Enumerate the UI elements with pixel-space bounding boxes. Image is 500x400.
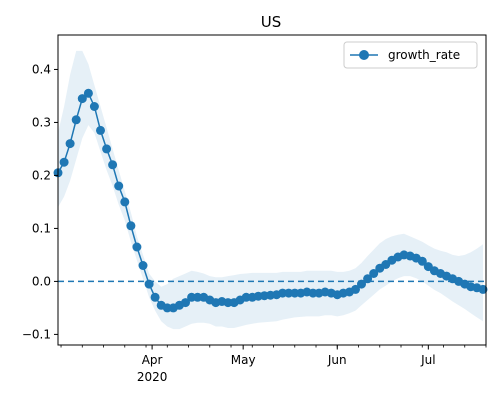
data-point <box>77 94 87 104</box>
data-point <box>363 274 373 284</box>
data-point <box>89 102 99 111</box>
confidence-band-layer <box>58 50 483 330</box>
data-point <box>138 261 148 270</box>
data-point <box>132 242 142 252</box>
data-point <box>144 279 154 289</box>
data-point <box>478 284 488 294</box>
data-point <box>181 298 190 308</box>
data-point <box>71 115 81 125</box>
data-point <box>96 125 105 135</box>
plot-frame <box>57 34 487 346</box>
data-point <box>59 157 69 167</box>
x-tick-label: Jun <box>327 353 347 367</box>
x-tick-label: Apr <box>142 353 163 367</box>
y-tick-label: 0.4 <box>32 62 51 76</box>
legend-marker-swatch <box>359 50 369 60</box>
x-tick-year-label: 2020 <box>137 370 168 384</box>
y-tick-label: −0.1 <box>22 327 51 341</box>
legend-label-growth-rate: growth_rate <box>388 48 460 62</box>
data-point <box>351 284 360 294</box>
data-point <box>126 221 136 231</box>
data-point <box>120 197 130 207</box>
axes-layer: −0.1 0.0 0.1 0.2 0.3 0.4 Apr 2020 May Jun Jul <box>22 34 487 384</box>
series-layer <box>53 88 488 313</box>
data-point <box>357 279 366 289</box>
chart-title: US <box>261 13 282 31</box>
data-point <box>65 139 75 149</box>
data-point <box>369 269 379 278</box>
data-point <box>150 292 160 302</box>
x-tick-label: Jul <box>420 353 435 367</box>
data-point <box>83 88 93 98</box>
y-tick-label: 0.0 <box>32 274 51 288</box>
data-point <box>114 181 124 191</box>
y-tick-label: 0.2 <box>32 168 51 182</box>
confidence-band <box>58 50 483 330</box>
y-tick-label: 0.3 <box>32 115 51 129</box>
data-point <box>417 256 427 266</box>
data-point <box>102 144 112 154</box>
data-point <box>108 160 118 170</box>
x-tick-label: May <box>231 353 256 367</box>
y-tick-label: 0.1 <box>32 221 51 235</box>
legend: growth_rate <box>343 41 478 69</box>
legend-frame <box>343 41 478 69</box>
